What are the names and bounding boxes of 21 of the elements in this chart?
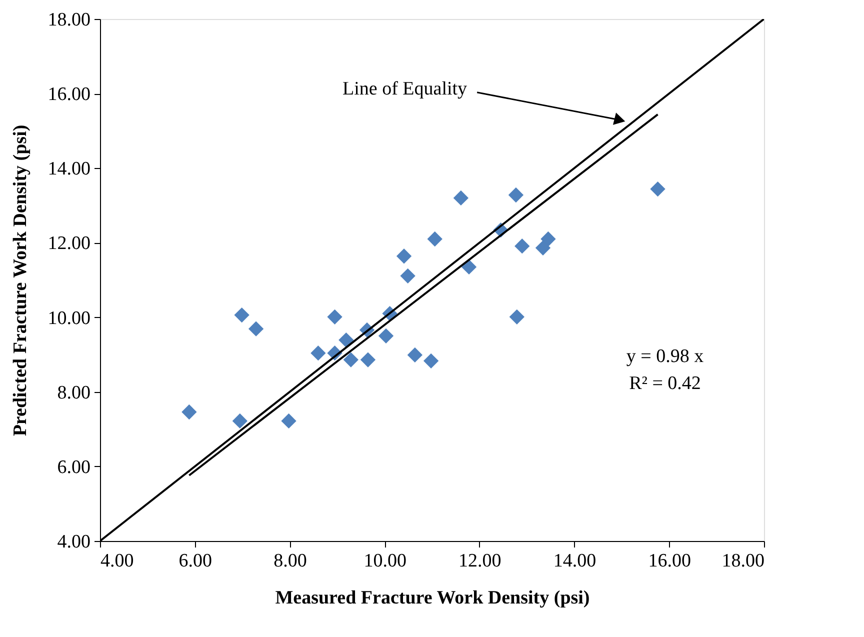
y-tick-label: 6.00 — [57, 456, 90, 478]
x-tick-label: 10.00 — [364, 550, 406, 572]
y-tick-label: 4.00 — [57, 532, 90, 552]
x-axis-title: Measured Fracture Work Density (psi) — [275, 588, 590, 608]
y-tick-label: 14.00 — [48, 158, 90, 180]
x-tick-label: 16.00 — [648, 550, 692, 572]
annotation: y = 0.98 x — [626, 346, 704, 367]
y-tick-label: 16.00 — [48, 84, 90, 106]
annotation: Line of Equality — [342, 78, 468, 100]
x-tick-label: 8.00 — [274, 550, 307, 572]
x-tick-label: 18.00 — [722, 550, 764, 572]
y-tick-label: 8.00 — [57, 382, 90, 404]
y-axis-title: Predicted Fracture Work Density (psi) — [10, 124, 31, 436]
y-tick-label: 10.00 — [48, 308, 90, 329]
y-tick-label: 18.00 — [48, 10, 90, 30]
x-tick-label: 4.00 — [100, 550, 134, 572]
x-tick-label: 14.00 — [553, 550, 596, 572]
x-tick-label: 6.00 — [178, 550, 212, 572]
annotation: R² = 0.42 — [629, 373, 701, 394]
x-tick-label: 12.00 — [458, 550, 502, 572]
y-tick-label: 12.00 — [48, 233, 90, 254]
